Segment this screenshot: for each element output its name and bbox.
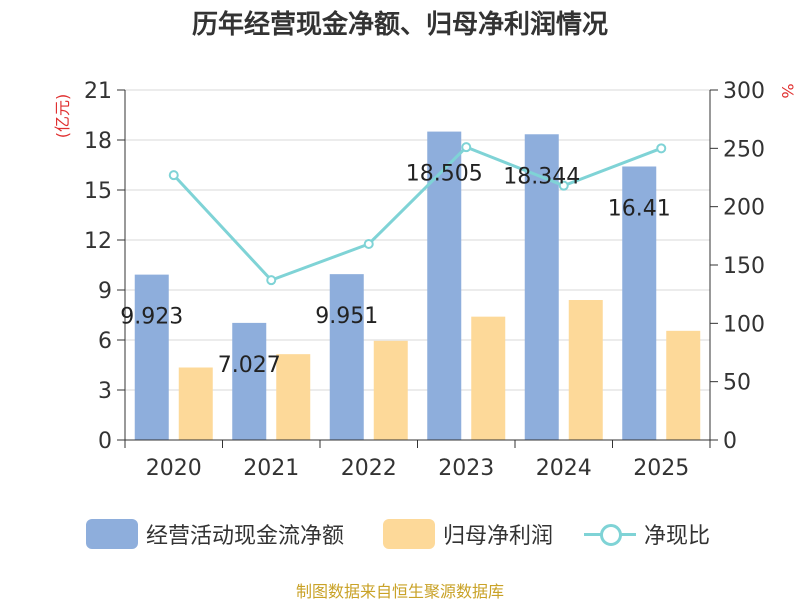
y-left-axis-label: (亿元) [53,94,72,139]
x-tick-label-4: 2024 [536,456,592,481]
bar-cashflow-2022 [329,274,364,440]
bar-cashflow-2023 [427,131,462,441]
legend-item-ratio[interactable]: 净现比 [584,512,710,556]
y-right-tick-label-5: 250 [723,137,765,162]
bar-profit-2024 [568,300,603,440]
ratio-point-2024 [558,180,569,191]
y-right-tick-label-2: 100 [723,312,765,337]
ratio-point-2021 [266,275,277,286]
data-label-cashflow-2020: 9.923 [120,305,183,330]
data-label-cashflow-2024: 18.344 [503,164,580,189]
data-label-cashflow-2021: 7.027 [218,353,281,378]
legend-label-profit: 归母净利润 [443,524,554,549]
bar-cashflow-2024 [524,134,559,440]
legend: 经营活动现金流净额 归母净利润 净现比 [0,512,800,556]
y-left-tick-label-0: 0 [98,429,112,454]
y-left-tick-label-5: 15 [84,179,112,204]
ratio-line [172,145,662,282]
grid-lines [125,89,710,441]
legend-item-profit[interactable]: 归母净利润 [383,512,553,556]
y-left-tick-label-2: 6 [98,329,112,354]
data-labels-group: 9.923 7.027 9.951 18.505 18.344 16.41 [120,162,670,378]
x-tick-label-3: 2023 [438,456,494,481]
y-right-tick-label-1: 50 [723,371,751,396]
legend-line-swatch-ratio [584,519,636,549]
legend-item-cashflow[interactable]: 经营活动现金流净额 [86,512,344,556]
y-right-tick-label-4: 200 [723,196,765,221]
ratio-line-group [168,142,667,286]
y-left-tick-label-3: 9 [98,279,112,304]
ratio-point-2025 [656,143,667,154]
bar-profit-2025 [666,330,701,440]
y-left-tick-label-1: 3 [98,379,112,404]
bar-profit-2022 [373,340,408,440]
y-right-tick-label-3: 150 [723,254,765,279]
bar-profit-2023 [471,316,506,440]
y-right-axis-label: % [778,83,797,98]
chart-svg: 历年经营现金净额、归母净利润情况 (亿元) % 0 3 6 9 12 15 18 21 0 50 1… [53,9,797,481]
y-right-tick-label-0: 0 [723,429,737,454]
y-left-tick-label-4: 12 [84,229,112,254]
data-label-cashflow-2023: 18.505 [406,162,483,187]
axes-group: 0 3 6 9 12 15 18 21 0 50 100 150 200 250 300 2020 2021 20… [84,79,765,481]
legend-swatch-cashflow [86,519,138,549]
ratio-point-2022 [363,239,374,249]
bars-group [134,131,701,441]
ratio-point-2023 [461,142,472,153]
data-label-cashflow-2022: 9.951 [315,304,378,329]
data-label-cashflow-2025: 16.41 [608,197,671,222]
bar-cashflow-2021 [232,322,267,440]
ratio-point-2020 [168,170,179,181]
y-right-tick-label-6: 300 [723,79,765,104]
y-left-tick-label-7: 21 [84,79,112,104]
bar-cashflow-2020 [134,274,169,440]
chart-title: 历年经营现金净额、归母净利润情况 [192,9,608,40]
bar-cashflow-2025 [622,166,657,440]
legend-label-ratio: 净现比 [644,524,711,549]
x-tick-label-0: 2020 [146,456,202,481]
y-left-tick-label-6: 18 [84,129,112,154]
x-tick-label-5: 2025 [633,456,689,481]
bar-profit-2020 [178,367,213,440]
bar-profit-2021 [276,354,311,440]
x-tick-label-1: 2021 [243,456,299,481]
legend-swatch-profit [383,519,435,549]
x-tick-label-2: 2022 [341,456,397,481]
source-note: 制图数据来自恒生聚源数据库 [295,582,504,601]
legend-label-cashflow: 经营活动现金流净额 [146,524,345,549]
